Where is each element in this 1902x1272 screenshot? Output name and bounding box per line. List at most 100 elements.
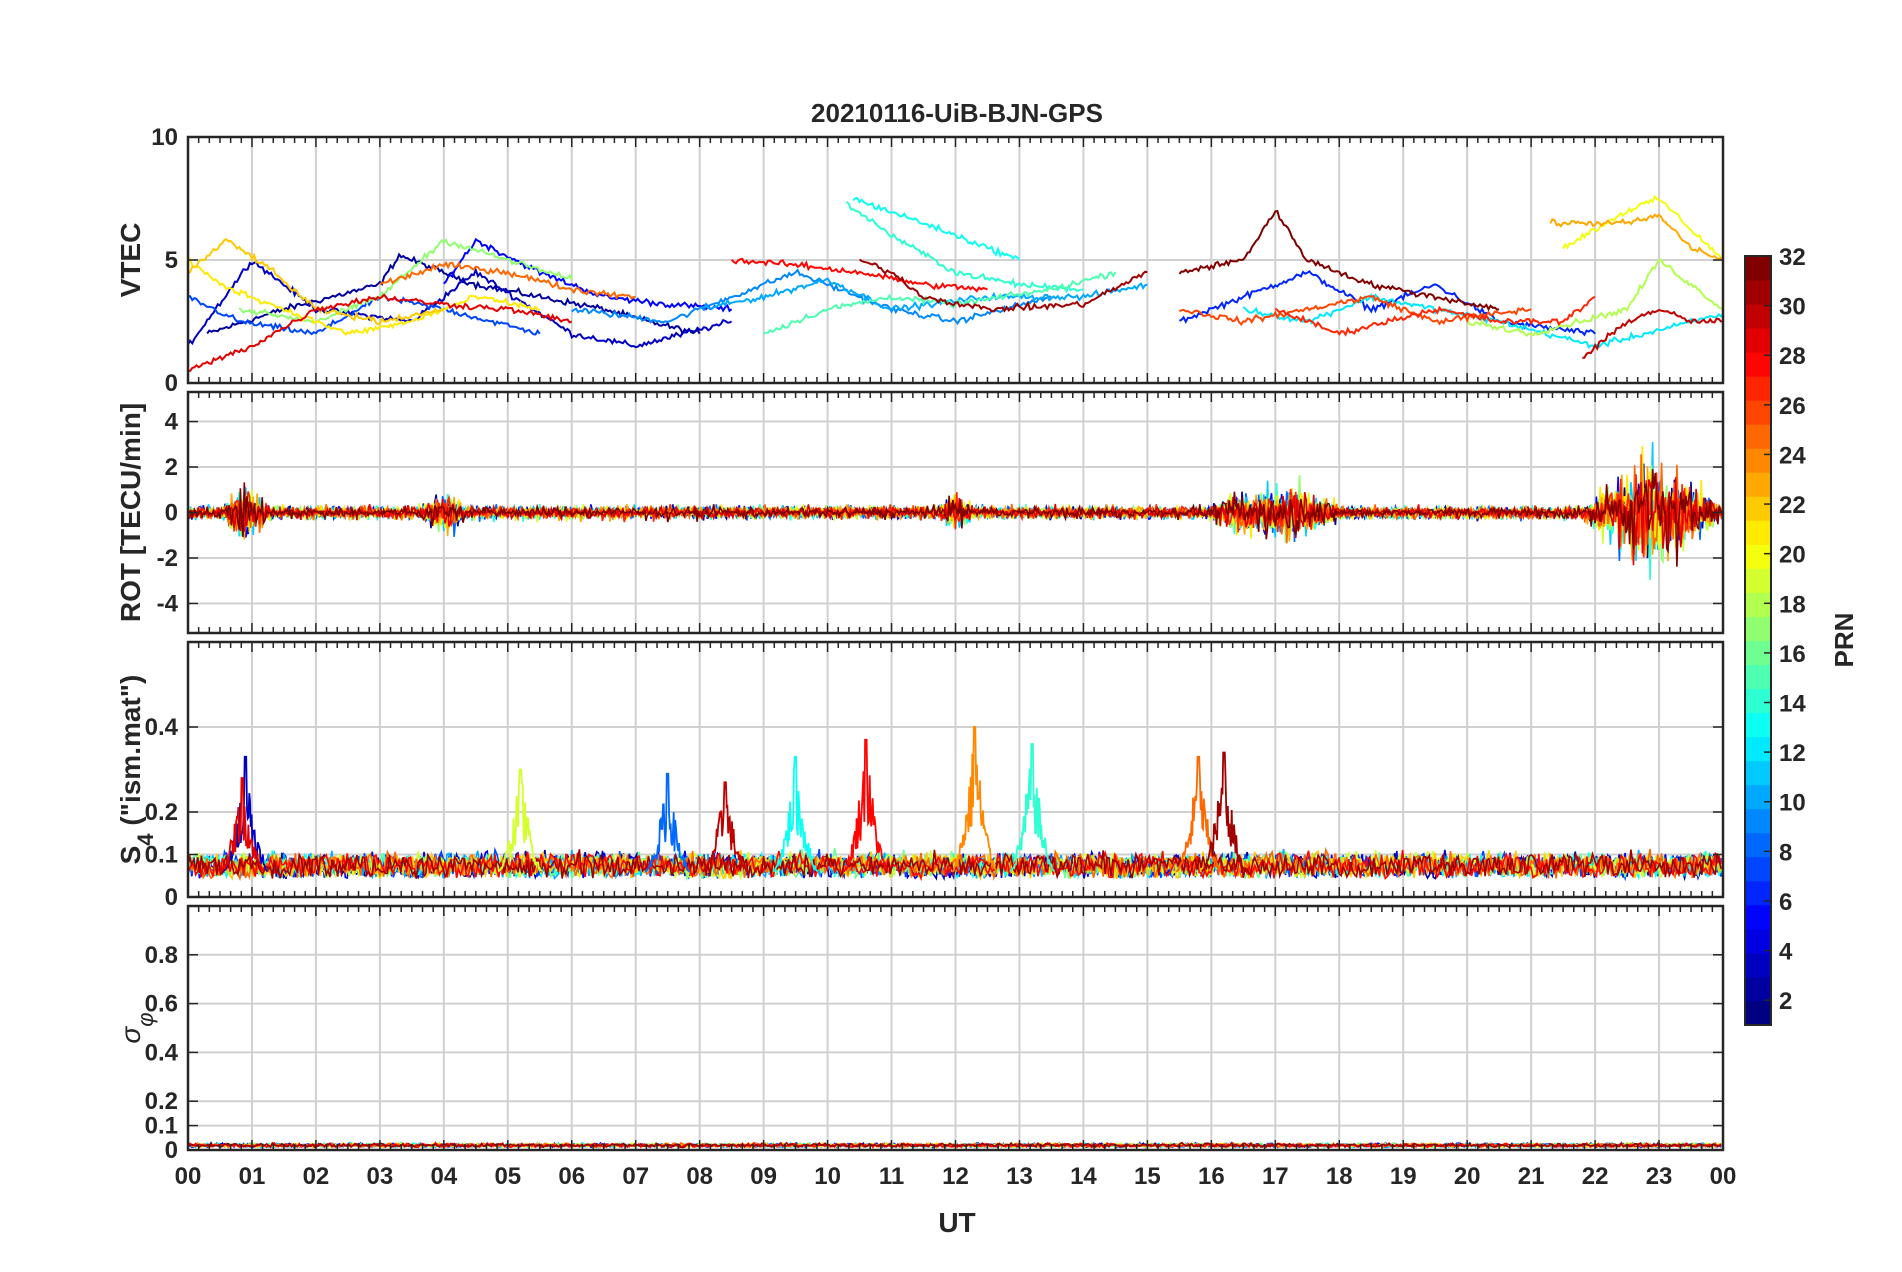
colorbar-segment <box>1745 664 1771 690</box>
vtec-series-prn-7 <box>188 293 541 336</box>
panel-sigma_phi: 00.10.2 0.4 0.6 0.8 σφ <box>115 904 1725 1164</box>
colorbar-segment <box>1745 568 1771 593</box>
x-tick-label: 04 <box>430 1163 457 1190</box>
colorbar-segment <box>1745 904 1771 930</box>
y-tick-label: 5 <box>165 247 178 274</box>
y-tick-label: 0.6 <box>145 991 178 1018</box>
colorbar-segment <box>1745 976 1771 1002</box>
colorbar-segment <box>1745 592 1771 617</box>
s4-peak-prn-25 <box>1175 755 1222 873</box>
panel-minor-ticks <box>187 906 1724 1151</box>
s4-peak-prn-8 <box>644 772 691 873</box>
colorbar-segment <box>1745 328 1771 353</box>
colorbar-label: PRN <box>1829 613 1859 668</box>
panel-s4: 00.10.20.4S4 ("ism.mat") <box>115 640 1725 911</box>
x-tick-label: 06 <box>558 1163 585 1190</box>
s4-baseline-prn-19 <box>188 849 1722 881</box>
colorbar-segment <box>1745 352 1771 377</box>
panel-minor-ticks <box>187 642 1724 898</box>
colorbar-segment <box>1745 472 1771 497</box>
colorbar-segment <box>1745 400 1771 425</box>
vtec-series-prn-13 <box>852 197 1021 261</box>
colorbar-tick-label: 8 <box>1779 839 1792 866</box>
s4-peak-prn-19 <box>497 768 544 873</box>
colorbar-segment <box>1745 856 1771 882</box>
y-tick-label: -2 <box>157 545 178 572</box>
x-tick-label: 01 <box>239 1163 266 1190</box>
y-axis-label-s4: S4 ("ism.mat") <box>115 675 158 865</box>
colorbar-segment <box>1745 832 1771 858</box>
x-tick-labels: 00 01 02 03 04 05 06 07 08 09 10 11 12 13 14 15 16 17 18 19… <box>175 1163 1737 1190</box>
colorbar-segment <box>1745 952 1771 978</box>
colorbar-segment <box>1745 280 1771 305</box>
vtec-series-prn-32 <box>1178 209 1500 312</box>
y-tick-label: 0.8 <box>145 942 178 969</box>
colorbar-segment <box>1745 736 1771 762</box>
colorbar-tick-label: 32 <box>1779 244 1806 271</box>
panel-minor-ticks <box>187 392 1724 633</box>
y-axis-label-rot: ROT [TECU/min] <box>115 403 146 622</box>
colorbar-segment <box>1745 544 1771 569</box>
colorbar-segment <box>1745 424 1771 449</box>
colorbar-segment <box>1745 616 1771 641</box>
x-tick-label: 09 <box>750 1163 777 1190</box>
x-tick-label: 15 <box>1134 1163 1161 1190</box>
y-axis-label-tail: ("ism.mat") <box>115 675 146 834</box>
x-tick-label: 20 <box>1454 1163 1481 1190</box>
colorbar-segment <box>1745 808 1771 834</box>
colorbar-tick-label: 20 <box>1779 542 1806 569</box>
colorbar-frame <box>1744 255 1772 1026</box>
y-tick-label: 0.4 <box>145 714 179 741</box>
vtec-series-prn-14 <box>846 200 1084 294</box>
vtec-series-prn-27 <box>1274 295 1596 337</box>
colorbar-tick-label: 4 <box>1779 939 1793 966</box>
s4-peak-prn-28 <box>843 738 889 873</box>
x-tick-label: 12 <box>942 1163 969 1190</box>
vtec-series-prn-3 <box>188 260 733 349</box>
vtec-series-prn-29 <box>188 293 573 372</box>
vtec-series-prn-25 <box>379 260 636 300</box>
s4-peak-prn-31 <box>1201 751 1247 873</box>
panel-vtec: 0 5 10 VTEC <box>115 124 1725 397</box>
panel-data <box>188 194 1723 372</box>
colorbar-tick-label: 18 <box>1779 591 1806 618</box>
y-tick-label: 0.1 <box>145 1113 178 1140</box>
colorbar-tick-label: 24 <box>1779 442 1806 469</box>
colorbar-segment <box>1745 256 1771 281</box>
y-tick-label: 2 <box>165 454 178 481</box>
colorbar-segment <box>1745 520 1771 545</box>
x-tick-label: 13 <box>1006 1163 1033 1190</box>
colorbar-segment <box>1745 496 1771 521</box>
y-tick-label: 0 <box>165 370 178 397</box>
panel-grid <box>187 906 1724 1151</box>
x-tick-label: 02 <box>303 1163 330 1190</box>
x-tick-label: 14 <box>1070 1163 1097 1190</box>
colorbar-segment <box>1745 712 1771 738</box>
x-tick-label: 17 <box>1262 1163 1289 1190</box>
y-axis-label-sub: 4 <box>133 833 158 846</box>
x-tick-label: 03 <box>367 1163 394 1190</box>
x-tick-label: 21 <box>1518 1163 1545 1190</box>
colorbar-tick-label: 2 <box>1779 988 1792 1015</box>
vtec-series-prn-31 <box>859 258 1148 313</box>
y-tick-label: 10 <box>151 124 178 151</box>
y-axis-label-sigma_phi: σφ <box>115 1012 158 1043</box>
x-tick-label: 10 <box>814 1163 841 1190</box>
y-tick-label: 0 <box>165 1137 178 1164</box>
s4-peak-prn-24 <box>951 726 998 873</box>
colorbar-segment <box>1745 688 1771 714</box>
colorbar-segment <box>1745 304 1771 329</box>
x-tick-label: 05 <box>494 1163 521 1190</box>
y-axis-label-main: S <box>115 846 146 865</box>
y-tick-label: 4 <box>165 409 179 436</box>
s4-peak-prn-13 <box>772 755 819 873</box>
x-tick-label: 07 <box>622 1163 649 1190</box>
x-tick-label: 11 <box>879 1163 904 1190</box>
x-tick-label: 08 <box>686 1163 713 1190</box>
vtec-series-prn-9 <box>571 268 1052 326</box>
colorbar-tick-label: 26 <box>1779 393 1806 420</box>
vtec-series-prn-23 <box>1549 213 1723 261</box>
y-axis-label-main: σ <box>115 1026 146 1044</box>
colorbar-tick-label: 14 <box>1779 691 1806 718</box>
colorbar-segment <box>1745 784 1771 810</box>
